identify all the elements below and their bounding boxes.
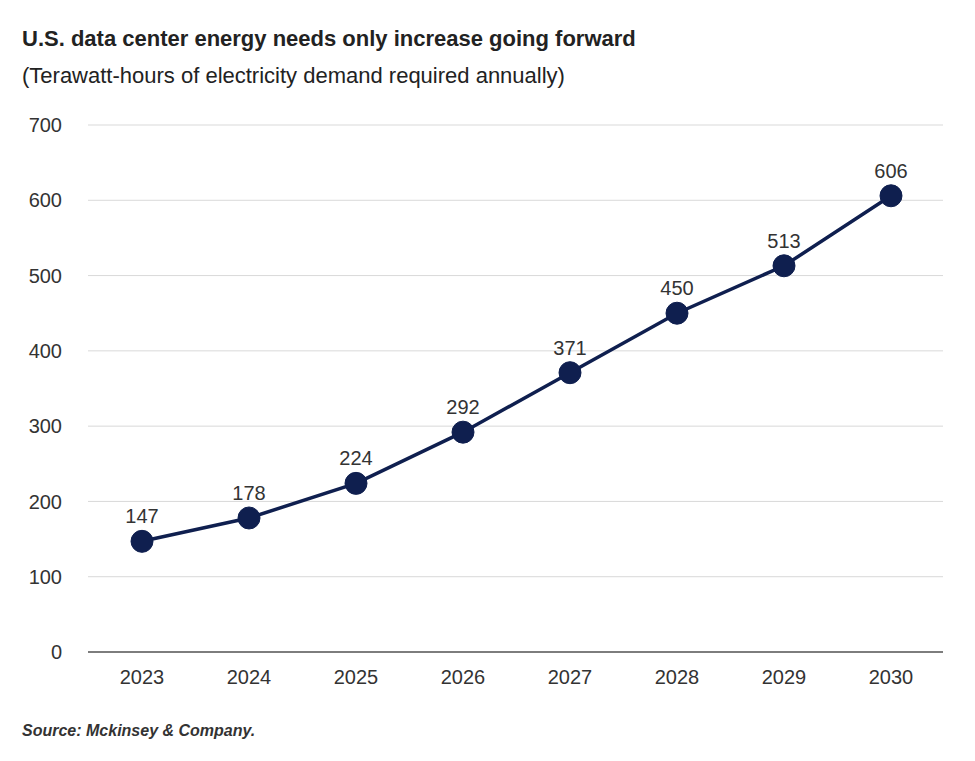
svg-text:2025: 2025 bbox=[334, 666, 379, 688]
svg-text:224: 224 bbox=[339, 447, 372, 469]
html-text:U.S. data center energy needs: U.S. data center energy needs only incre… bbox=[22, 26, 636, 51]
svg-text:2024: 2024 bbox=[227, 666, 272, 688]
svg-text:500: 500 bbox=[29, 265, 62, 287]
svg-text:2026: 2026 bbox=[441, 666, 486, 688]
svg-text:400: 400 bbox=[29, 340, 62, 362]
svg-text:606: 606 bbox=[874, 160, 907, 182]
svg-text:513: 513 bbox=[767, 230, 800, 252]
svg-text:2023: 2023 bbox=[120, 666, 165, 688]
svg-text:292: 292 bbox=[446, 396, 479, 418]
svg-text:2027: 2027 bbox=[548, 666, 593, 688]
svg-text:450: 450 bbox=[660, 277, 693, 299]
svg-text:0: 0 bbox=[51, 641, 62, 663]
svg-text:2030: 2030 bbox=[869, 666, 914, 688]
svg-text:300: 300 bbox=[29, 415, 62, 437]
svg-text:700: 700 bbox=[29, 114, 62, 136]
html-text:(Terawatt-hours of electricity: (Terawatt-hours of electricity demand re… bbox=[22, 63, 565, 88]
svg-text:371: 371 bbox=[553, 337, 586, 359]
svg-text:2029: 2029 bbox=[762, 666, 807, 688]
svg-text:200: 200 bbox=[29, 491, 62, 513]
html-text:Source: Mckinsey & Company.: Source: Mckinsey & Company. bbox=[22, 722, 256, 739]
svg-text:2028: 2028 bbox=[655, 666, 700, 688]
svg-text:147: 147 bbox=[125, 505, 158, 527]
svg-text:100: 100 bbox=[29, 566, 62, 588]
svg-text:178: 178 bbox=[232, 482, 265, 504]
svg-text:600: 600 bbox=[29, 189, 62, 211]
